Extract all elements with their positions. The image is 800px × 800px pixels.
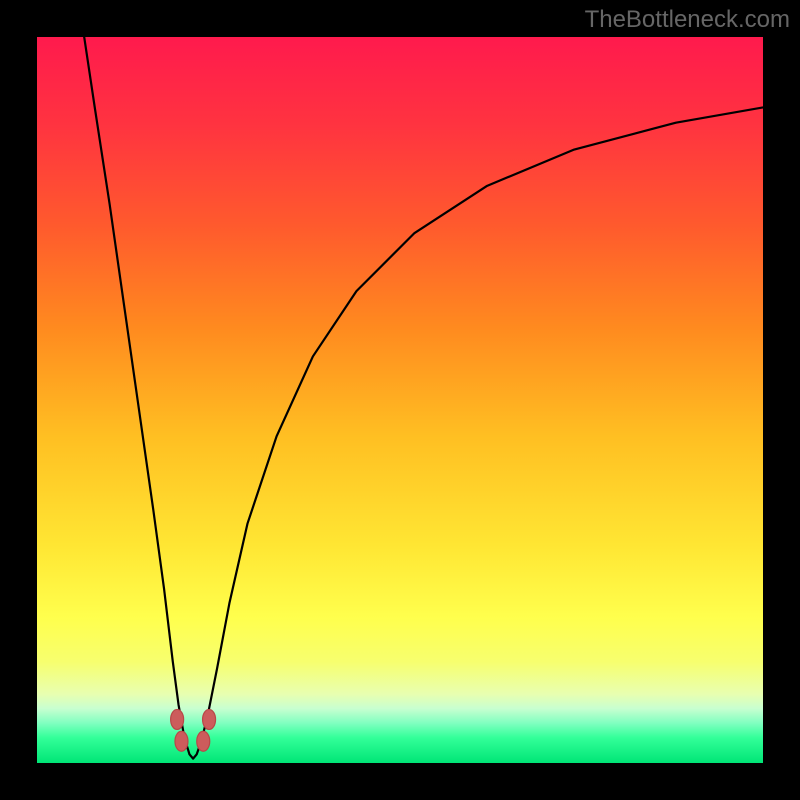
data-marker (171, 709, 184, 729)
data-marker (203, 709, 216, 729)
watermark-text: TheBottleneck.com (585, 6, 790, 34)
plot-area (37, 37, 763, 763)
gradient-background (37, 37, 763, 763)
data-marker (197, 731, 210, 751)
plot-svg (37, 37, 763, 763)
data-marker (175, 731, 188, 751)
